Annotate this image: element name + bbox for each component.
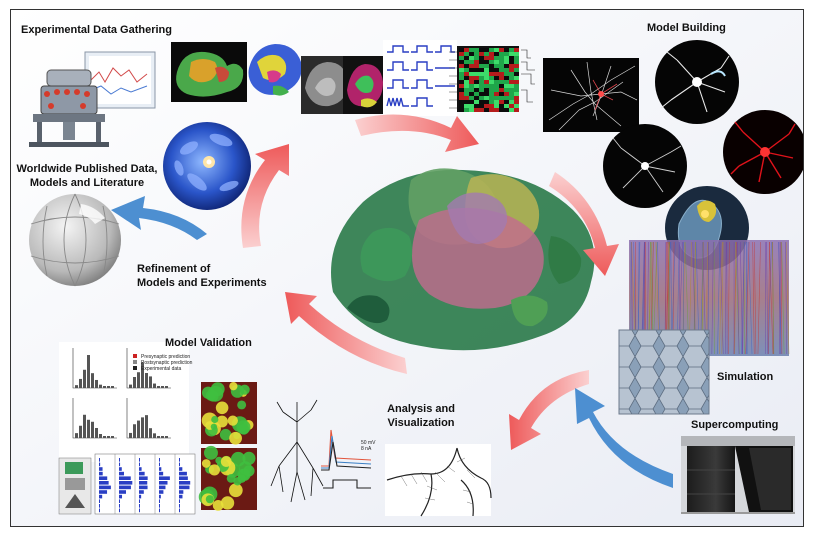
svg-text:8 nA: 8 nA [361,446,372,452]
gene-expression-heatmap-icon [449,46,535,112]
globe-puzzle-icon [29,193,121,287]
morphology-panels-icon [58,453,196,515]
label-analysis-line2: Visualization [387,417,455,429]
label-supercomputing: Supercomputing [691,419,779,431]
label-model-validation: Model Validation [165,337,252,349]
red-arrow-left [241,144,289,248]
label-refinement-line1: Refinement of [137,263,211,275]
svg-text:Presynaptic prediction: Presynaptic prediction [141,354,190,360]
svg-text:Experimental data: Experimental data [141,366,182,372]
label-refinement: Refinement of Models and Experiments [137,262,267,290]
supercomputer-icon [681,436,795,514]
label-analysis-line1: Analysis and [387,403,455,415]
svg-text:Postsynaptic prediction: Postsynaptic prediction [141,360,193,366]
validation-images-icon [198,382,257,511]
mesh-visualization-icon [385,444,492,517]
neuron-trace-icon [270,399,324,503]
brain-slices-icon [171,42,385,114]
label-analysis-visualization: Analysis and Visualization [383,402,459,430]
brain-3d-icon [331,168,595,351]
svg-text:50 mV: 50 mV [361,440,376,446]
label-worldwide-line1: Worldwide Published Data, [16,163,158,175]
electrophysiology-traces-icon [383,40,457,116]
hex-grid-icon [618,329,710,415]
histogram-plots-icon: Presynaptic prediction Postsynaptic pred… [59,342,193,462]
label-simulation: Simulation [717,371,774,383]
red-arrow-top [355,114,479,152]
label-refinement-line2: Models and Experiments [137,277,267,289]
neuron-network-icon [543,58,639,132]
label-model-building: Model Building [647,22,726,34]
red-arrow-bottom [285,292,407,374]
blue-arrow-supercomputing [575,388,673,488]
neuron-circle-icon [603,40,803,270]
blue-arrow-globe [111,196,207,240]
microscope-rig-icon [29,51,156,147]
label-worldwide-line2: Models and Literature [29,177,145,189]
diagram-canvas: Presynaptic prediction Postsynaptic pred… [11,10,803,526]
molecule-sphere-icon [163,122,251,210]
red-arrow-right [549,172,619,276]
diagram-frame: Presynaptic prediction Postsynaptic pred… [10,9,804,527]
red-arrow-lower-right [509,370,589,450]
label-worldwide-published: Worldwide Published Data, Models and Lit… [11,162,163,190]
label-experimental-data-gathering: Experimental Data Gathering [21,24,172,36]
voltage-trace-icon: 50 mV 8 nA [321,429,376,489]
